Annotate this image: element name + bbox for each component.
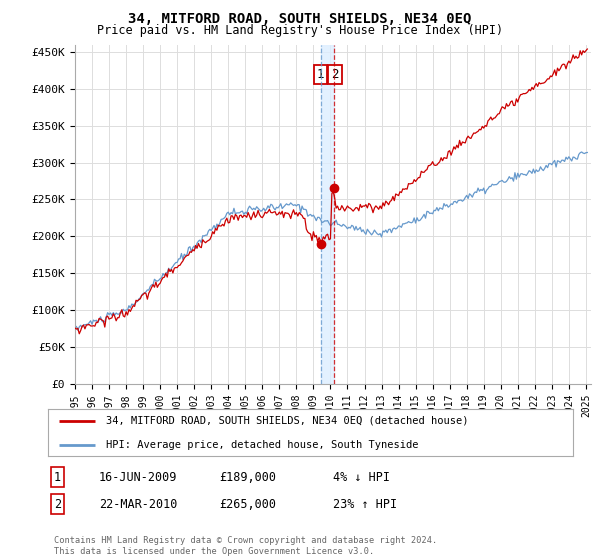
Text: Contains HM Land Registry data © Crown copyright and database right 2024.
This d: Contains HM Land Registry data © Crown c…: [54, 536, 437, 556]
Text: 16-JUN-2009: 16-JUN-2009: [99, 470, 178, 484]
Text: £189,000: £189,000: [219, 470, 276, 484]
Text: 1: 1: [54, 470, 61, 484]
Text: Price paid vs. HM Land Registry's House Price Index (HPI): Price paid vs. HM Land Registry's House …: [97, 24, 503, 37]
Text: 2: 2: [54, 497, 61, 511]
Text: £265,000: £265,000: [219, 497, 276, 511]
Text: 2: 2: [331, 68, 339, 81]
Text: 4% ↓ HPI: 4% ↓ HPI: [333, 470, 390, 484]
Text: HPI: Average price, detached house, South Tyneside: HPI: Average price, detached house, Sout…: [106, 440, 418, 450]
Text: 1: 1: [317, 68, 324, 81]
Text: 23% ↑ HPI: 23% ↑ HPI: [333, 497, 397, 511]
Text: 34, MITFORD ROAD, SOUTH SHIELDS, NE34 0EQ: 34, MITFORD ROAD, SOUTH SHIELDS, NE34 0E…: [128, 12, 472, 26]
Text: 34, MITFORD ROAD, SOUTH SHIELDS, NE34 0EQ (detached house): 34, MITFORD ROAD, SOUTH SHIELDS, NE34 0E…: [106, 416, 468, 426]
Text: 22-MAR-2010: 22-MAR-2010: [99, 497, 178, 511]
Bar: [321, 45, 334, 384]
